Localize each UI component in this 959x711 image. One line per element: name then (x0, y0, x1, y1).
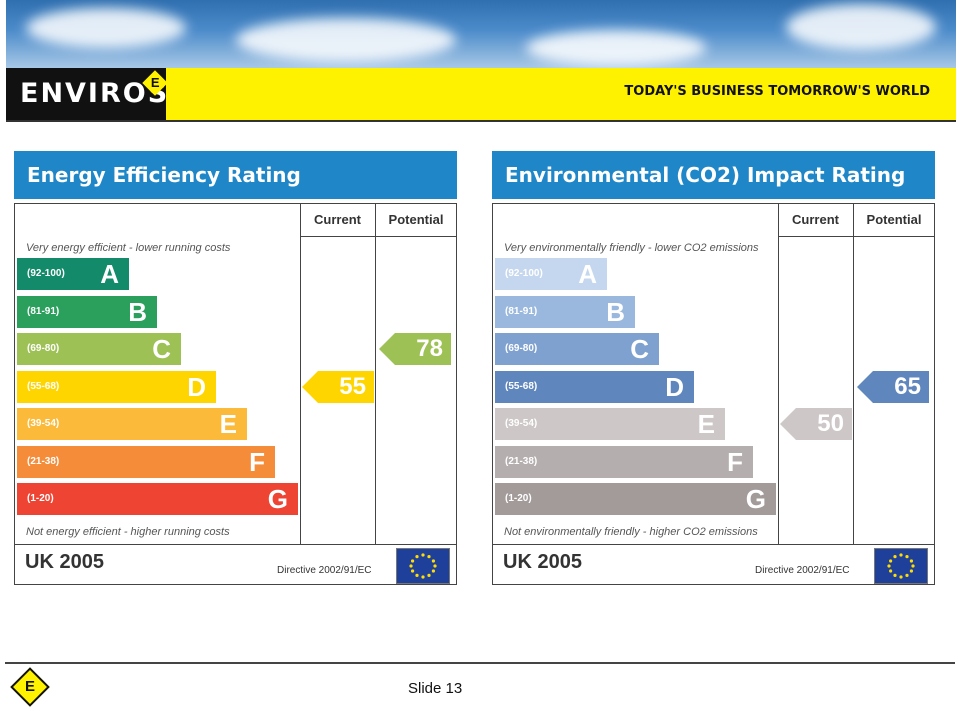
bottom-caption: Not energy efficient - higher running co… (26, 526, 230, 538)
band-range-label: (21-38) (27, 455, 60, 467)
rating-band-a: (92-100) A (495, 258, 607, 290)
header-sky-banner (6, 0, 956, 68)
band-range-label: (92-100) (27, 268, 65, 279)
current-column-header: Current (300, 204, 375, 237)
rating-grid: Current Potential Very environmentally f… (492, 203, 935, 585)
top-caption: Very environmentally friendly - lower CO… (504, 242, 759, 254)
panel-footer: UK 2005 Directive 2002/91/EC (15, 544, 456, 585)
band-letter: E (697, 409, 715, 439)
rating-band-b: (81-91) B (495, 295, 635, 328)
band-range-label: (55-68) (27, 380, 60, 392)
band-letter: D (665, 371, 684, 402)
tagline: TODAY'S BUSINESS TOMORROW'S WORLD (624, 84, 930, 99)
uk-2005-label: UK 2005 (25, 551, 104, 573)
rating-grid: Current Potential Very energy efficient … (14, 203, 457, 585)
band-letter: A (578, 259, 597, 289)
band-letter: B (128, 296, 147, 327)
band-range-label: (39-54) (27, 418, 60, 429)
slide-number: Slide 13 (408, 680, 463, 697)
enviros-e-icon: E (10, 667, 50, 707)
band-letter: A (100, 259, 119, 289)
panel-title: Energy Efficiency Rating (14, 151, 457, 199)
band-range-label: (55-68) (505, 380, 538, 392)
directive-label: Directive 2002/91/EC (277, 565, 372, 576)
top-caption: Very energy efficient - lower running co… (26, 242, 231, 254)
rating-band-e: (39-54) E (495, 408, 725, 440)
band-range-label: (92-100) (505, 268, 543, 279)
eu-flag-icon (396, 548, 450, 584)
band-letter: F (249, 446, 265, 477)
enviros-logo: ENVIROS E (6, 68, 168, 120)
rating-band-g: (1-20) G (17, 483, 298, 515)
uk-2005-label: UK 2005 (503, 551, 582, 573)
rating-band-c: (69-80) C (17, 333, 181, 365)
bottom-caption: Not environmentally friendly - higher CO… (504, 526, 758, 538)
band-letter: G (267, 484, 288, 514)
rating-band-a: (92-100) A (17, 258, 129, 290)
directive-label: Directive 2002/91/EC (755, 565, 850, 576)
current-column-header: Current (778, 204, 853, 237)
band-range-label: (21-38) (505, 455, 538, 467)
panel-title: Environmental (CO2) Impact Rating (492, 151, 935, 199)
current-rating-arrow: 50 (780, 408, 852, 440)
eu-flag-icon (874, 548, 928, 584)
band-range-label: (1-20) (505, 493, 532, 504)
band-letter: F (727, 446, 743, 477)
potential-column-header: Potential (854, 204, 934, 237)
potential-rating-arrow: 65 (857, 370, 929, 403)
band-range-label: (39-54) (505, 418, 538, 429)
rating-band-f: (21-38) F (495, 445, 753, 478)
panel-footer: UK 2005 Directive 2002/91/EC (493, 544, 934, 585)
potential-rating-arrow: 78 (379, 333, 451, 365)
band-range-label: (81-91) (505, 305, 538, 317)
band-letter: C (152, 334, 171, 364)
band-letter: C (630, 334, 649, 364)
current-rating-arrow: 55 (302, 370, 374, 403)
rating-band-e: (39-54) E (17, 408, 247, 440)
band-range-label: (69-80) (27, 343, 60, 354)
footer-divider (5, 662, 955, 664)
band-letter: B (606, 296, 625, 327)
rating-band-d: (55-68) D (495, 370, 694, 403)
rating-band-d: (55-68) D (17, 370, 216, 403)
band-range-label: (1-20) (27, 493, 54, 504)
energy-efficiency-rating-panel: Energy Efficiency Rating Current Potenti… (14, 151, 457, 585)
band-letter: G (745, 484, 766, 514)
band-letter: D (187, 371, 206, 402)
brand-bar: ENVIROS E TODAY'S BUSINESS TOMORROW'S WO… (6, 68, 956, 122)
rating-band-b: (81-91) B (17, 295, 157, 328)
rating-band-f: (21-38) F (17, 445, 275, 478)
rating-band-g: (1-20) G (495, 483, 776, 515)
environmental-impact-rating-panel: Environmental (CO2) Impact Rating Curren… (492, 151, 935, 585)
band-range-label: (69-80) (505, 343, 538, 354)
rating-band-c: (69-80) C (495, 333, 659, 365)
band-letter: E (219, 409, 237, 439)
potential-column-header: Potential (376, 204, 456, 237)
band-range-label: (81-91) (27, 305, 60, 317)
